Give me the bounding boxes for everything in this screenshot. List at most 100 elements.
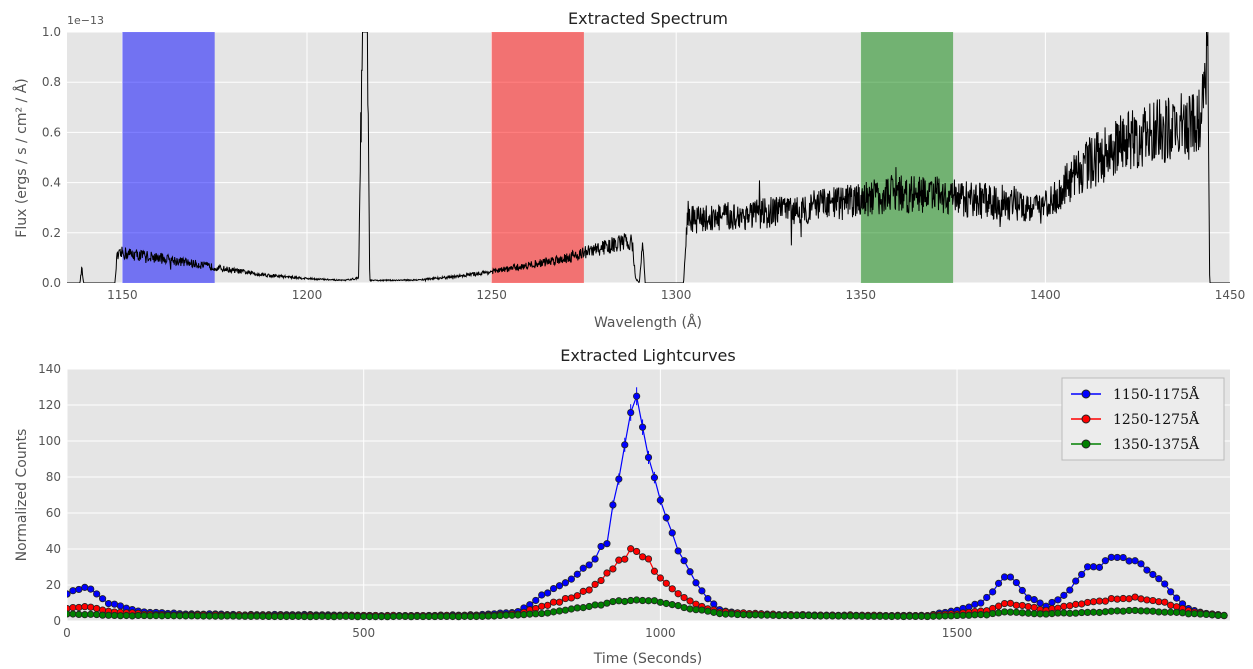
- data-point: [923, 612, 931, 621]
- data-point: [407, 613, 415, 621]
- data-point: [638, 596, 647, 605]
- data-point: [294, 612, 303, 620]
- data-point: [1119, 607, 1127, 615]
- data-point: [544, 601, 552, 609]
- data-point: [911, 612, 920, 621]
- x-tick-label: 1450: [1215, 288, 1246, 302]
- data-point: [1066, 586, 1074, 594]
- data-point: [662, 599, 670, 608]
- data-point: [229, 612, 237, 620]
- data-point: [110, 611, 119, 620]
- data-point: [1143, 596, 1151, 604]
- data-point: [1107, 553, 1115, 561]
- lightcurve-plot-area: [67, 369, 1230, 621]
- data-point: [413, 612, 421, 621]
- data-point: [561, 606, 570, 614]
- data-point: [288, 612, 297, 621]
- data-point: [69, 604, 77, 612]
- data-point: [366, 613, 374, 621]
- data-point: [668, 529, 676, 537]
- data-point: [733, 610, 742, 619]
- data-point: [793, 611, 801, 620]
- data-point: [633, 547, 641, 556]
- data-point: [1149, 607, 1157, 615]
- data-point: [1149, 596, 1157, 605]
- data-point: [1048, 610, 1056, 618]
- data-point: [460, 612, 469, 620]
- data-point: [1155, 575, 1163, 583]
- data-point: [621, 441, 629, 449]
- legend-label-1150: 1150-1175Å: [1113, 385, 1200, 403]
- data-point: [265, 612, 273, 621]
- data-point: [994, 579, 1003, 587]
- data-point: [852, 612, 860, 620]
- wavelength-band-1: [122, 32, 215, 283]
- data-point: [781, 611, 789, 620]
- data-point: [1048, 598, 1056, 607]
- data-point: [597, 576, 605, 585]
- legend-entry: 1350-1375Å: [1071, 435, 1200, 453]
- data-point: [87, 603, 95, 611]
- data-point: [579, 604, 587, 612]
- data-point: [1190, 610, 1198, 618]
- data-point: [360, 612, 368, 621]
- data-point: [282, 612, 291, 621]
- data-point: [609, 565, 617, 573]
- data-point: [1125, 557, 1133, 565]
- y-tick-label: 120: [38, 398, 61, 412]
- data-point: [104, 611, 113, 619]
- x-tick-label: 1300: [661, 288, 692, 302]
- data-point: [158, 612, 166, 620]
- y-tick-label: 0.6: [42, 125, 61, 139]
- data-point: [662, 579, 670, 587]
- data-point: [99, 611, 107, 619]
- y-tick-label: 20: [46, 578, 61, 592]
- data-point: [650, 474, 659, 482]
- data-point: [668, 601, 676, 609]
- y-tick-label: 0: [53, 614, 61, 628]
- data-point: [99, 595, 107, 603]
- legend-label-1250: 1250-1275Å: [1113, 410, 1200, 428]
- spectrum-ylabel: Flux (ergs / s / cm² / Å): [13, 78, 30, 237]
- data-point: [122, 611, 130, 620]
- data-point: [965, 611, 973, 619]
- data-point: [1172, 594, 1181, 602]
- data-point: [585, 586, 593, 594]
- data-point: [1202, 610, 1210, 619]
- data-point: [1072, 609, 1080, 617]
- data-point: [609, 597, 617, 606]
- data-point: [615, 475, 623, 483]
- data-point: [840, 612, 848, 620]
- data-point: [247, 612, 255, 620]
- data-point: [300, 612, 308, 621]
- data-point: [805, 611, 813, 620]
- data-point: [1066, 609, 1074, 617]
- data-point: [704, 607, 712, 615]
- data-point: [1036, 599, 1044, 607]
- data-point: [1214, 611, 1222, 620]
- data-point: [971, 600, 979, 608]
- data-point: [627, 596, 635, 605]
- data-point: [573, 570, 581, 578]
- x-tick-label: 1250: [476, 288, 507, 302]
- lightcurve-ticks: 0 500 1000 1500 0 20 40 60 80 100 120 140: [38, 362, 972, 640]
- data-point: [241, 612, 249, 620]
- data-point: [182, 612, 190, 620]
- data-point: [69, 587, 77, 595]
- data-point: [674, 590, 682, 598]
- data-point: [87, 585, 95, 593]
- data-point: [953, 611, 961, 620]
- data-point: [686, 597, 694, 605]
- data-point: [67, 610, 71, 618]
- data-point: [864, 612, 872, 620]
- data-point: [1113, 553, 1121, 562]
- data-point: [585, 602, 593, 611]
- data-point: [686, 605, 694, 613]
- data-point: [443, 612, 451, 621]
- data-point: [478, 612, 486, 620]
- data-point: [1012, 608, 1020, 616]
- data-point: [591, 580, 599, 589]
- data-point: [603, 540, 611, 548]
- data-point: [994, 602, 1003, 610]
- data-point: [1018, 601, 1026, 610]
